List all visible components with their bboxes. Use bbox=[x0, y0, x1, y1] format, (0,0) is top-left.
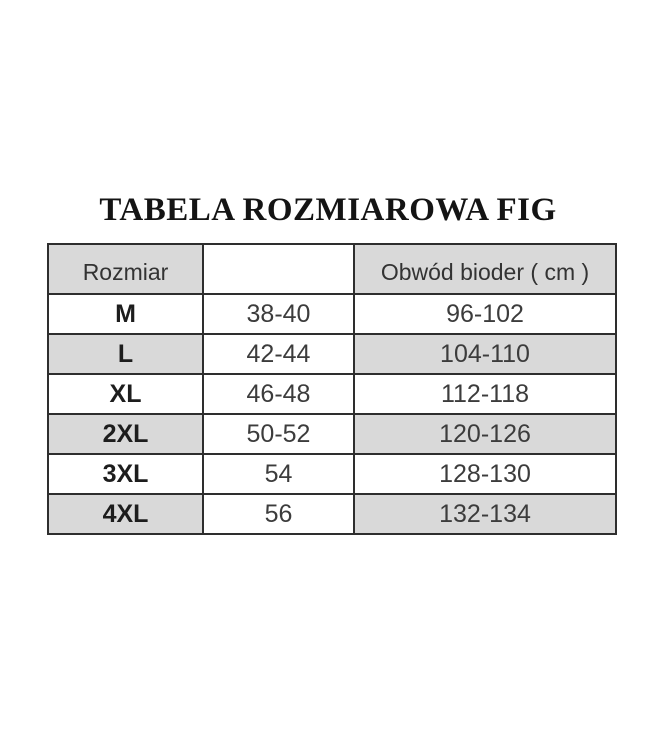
hip-circumference-cell: 132-134 bbox=[353, 493, 617, 535]
table-row: 2XL 50-52 120-126 bbox=[47, 413, 617, 455]
hip-circumference-cell: 96-102 bbox=[353, 293, 617, 335]
hip-circumference-cell: 120-126 bbox=[353, 413, 617, 455]
table-row: 3XL 54 128-130 bbox=[47, 453, 617, 495]
numeric-size-cell: 38-40 bbox=[202, 293, 355, 335]
table-row: 4XL 56 132-134 bbox=[47, 493, 617, 535]
col-header-empty bbox=[202, 243, 355, 295]
size-label-cell: 2XL bbox=[47, 413, 204, 455]
page-title: TABELA ROZMIAROWA FIG bbox=[99, 192, 557, 228]
numeric-size-cell: 50-52 bbox=[202, 413, 355, 455]
numeric-size-cell: 56 bbox=[202, 493, 355, 535]
col-header-size: Rozmiar bbox=[47, 243, 204, 295]
size-table: Rozmiar Obwód bioder ( cm ) M 38-40 96-1… bbox=[47, 243, 617, 535]
hip-circumference-cell: 104-110 bbox=[353, 333, 617, 375]
table-row: M 38-40 96-102 bbox=[47, 293, 617, 335]
col-header-hip-circumference: Obwód bioder ( cm ) bbox=[353, 243, 617, 295]
size-label-cell: M bbox=[47, 293, 204, 335]
numeric-size-cell: 54 bbox=[202, 453, 355, 495]
header-row: Rozmiar Obwód bioder ( cm ) bbox=[47, 243, 617, 295]
size-label-cell: L bbox=[47, 333, 204, 375]
size-label-cell: 3XL bbox=[47, 453, 204, 495]
size-label-cell: 4XL bbox=[47, 493, 204, 535]
hip-circumference-cell: 128-130 bbox=[353, 453, 617, 495]
numeric-size-cell: 42-44 bbox=[202, 333, 355, 375]
numeric-size-cell: 46-48 bbox=[202, 373, 355, 415]
hip-circumference-cell: 112-118 bbox=[353, 373, 617, 415]
table-row: XL 46-48 112-118 bbox=[47, 373, 617, 415]
size-label-cell: XL bbox=[47, 373, 204, 415]
table-row: L 42-44 104-110 bbox=[47, 333, 617, 375]
